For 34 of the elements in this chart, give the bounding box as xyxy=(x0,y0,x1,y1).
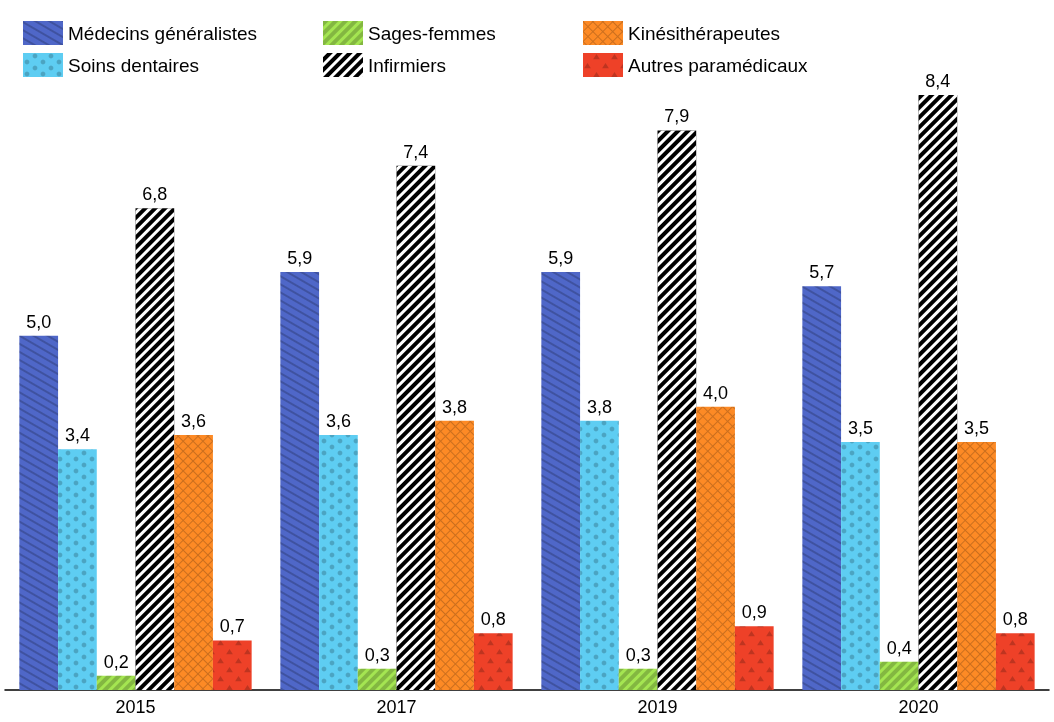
data-label: 7,4 xyxy=(403,141,429,162)
x-tick-label: 2015 xyxy=(115,697,156,717)
data-label: 3,4 xyxy=(64,425,90,446)
legend-label: Médecins généralistes xyxy=(68,22,258,44)
data-label: 3,6 xyxy=(325,411,351,431)
data-label: 0,4 xyxy=(886,637,912,658)
data-label: 0,7 xyxy=(219,616,245,637)
data-label: 7,9 xyxy=(664,106,690,127)
data-label: 3,8 xyxy=(442,396,468,417)
legend-label: Kinésithérapeutes xyxy=(628,22,781,44)
data-label: 5,9 xyxy=(287,248,313,269)
legend-label: Infirmiers xyxy=(368,54,447,76)
data-label: 8,4 xyxy=(925,71,951,91)
legend-label: Autres paramédicaux xyxy=(628,54,809,76)
data-label: 3,5 xyxy=(964,418,990,439)
data-label: 0,3 xyxy=(625,644,651,665)
data-label: 6,8 xyxy=(142,184,168,205)
data-label: 0,8 xyxy=(480,609,506,630)
data-label: 4,0 xyxy=(703,382,729,403)
data-label: 3,8 xyxy=(586,396,612,417)
x-tick-label: 2017 xyxy=(376,697,417,717)
legend-label: Sages-femmes xyxy=(368,22,496,44)
data-label: 3,6 xyxy=(181,411,207,431)
data-label: 0,8 xyxy=(1002,609,1028,630)
data-label: 0,2 xyxy=(103,651,129,672)
data-label: 5,7 xyxy=(809,262,835,283)
data-label: 5,0 xyxy=(26,311,52,332)
data-label: 3,5 xyxy=(847,418,873,439)
data-label: 5,9 xyxy=(548,248,574,269)
x-tick-label: 2020 xyxy=(898,697,939,717)
data-label: 0,9 xyxy=(741,602,767,623)
x-tick-label: 2019 xyxy=(637,697,678,717)
data-label: 0,3 xyxy=(364,644,390,665)
legend-label: Soins dentaires xyxy=(68,54,199,76)
